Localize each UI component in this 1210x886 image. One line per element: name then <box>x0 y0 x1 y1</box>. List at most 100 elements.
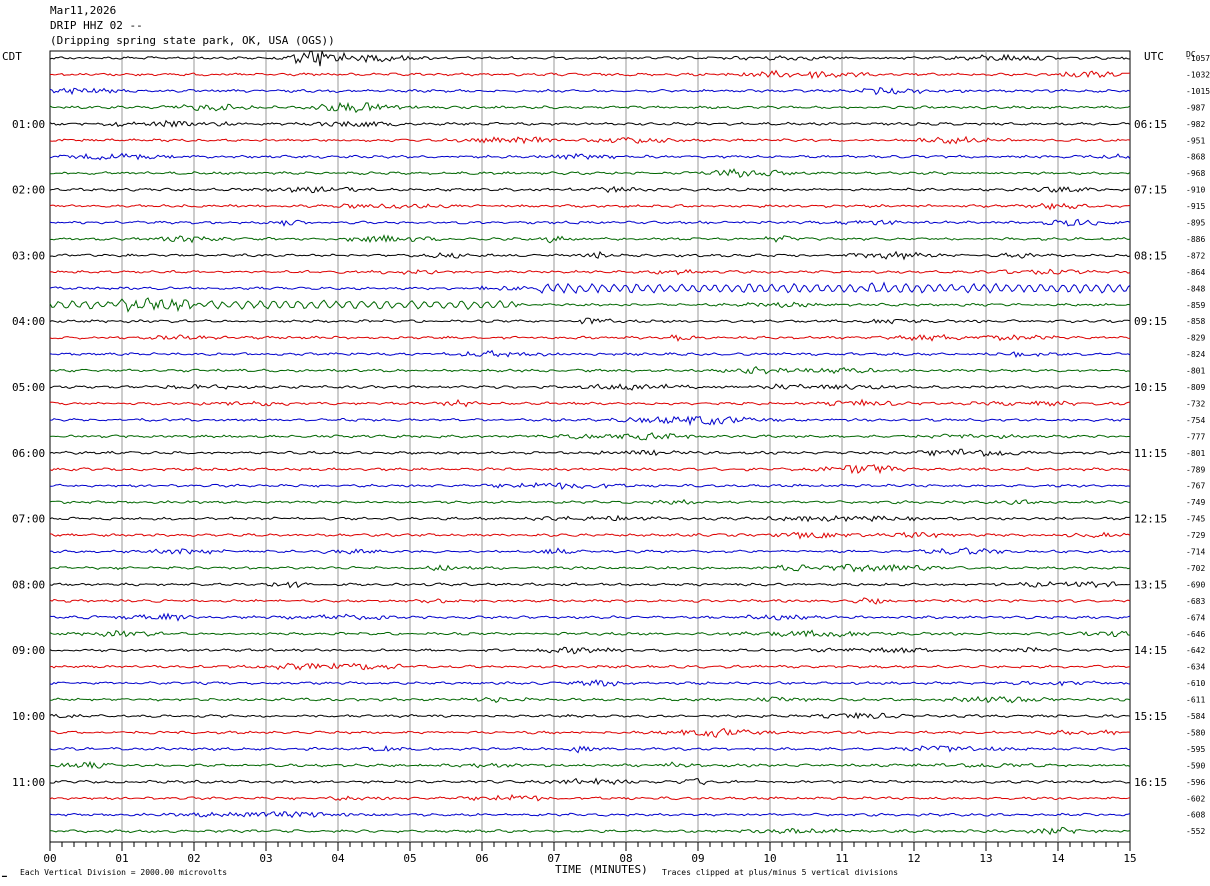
trace-line <box>50 384 1130 390</box>
trace-line <box>50 614 1130 621</box>
x-tick-label: 14 <box>1051 852 1065 865</box>
dc-offset-label: -910 <box>1186 186 1205 195</box>
trace-line <box>50 88 1130 95</box>
dc-offset-label: -767 <box>1186 482 1205 491</box>
clip-note: Traces clipped at plus/minus 5 vertical … <box>662 868 898 877</box>
dc-offset-label: -642 <box>1186 646 1205 655</box>
dc-offset-label: -732 <box>1186 399 1205 408</box>
trace-line <box>50 318 1130 324</box>
trace-line <box>50 663 1130 669</box>
dc-offset-label: -729 <box>1186 531 1205 540</box>
left-hour-label: 10:00 <box>12 710 45 723</box>
trace-line <box>50 465 1130 473</box>
right-hour-label: 09:15 <box>1134 315 1167 328</box>
dc-offset-label: -987 <box>1186 103 1205 112</box>
trace-line <box>50 219 1130 225</box>
x-tick-label: 02 <box>187 852 200 865</box>
x-tick-label: 04 <box>331 852 345 865</box>
left-hour-label: 02:00 <box>12 184 45 197</box>
dc-offset-label: -745 <box>1186 515 1205 524</box>
trace-line <box>50 713 1130 718</box>
trace-line <box>50 433 1130 440</box>
dc-offset-label: -982 <box>1186 120 1205 129</box>
trace-line <box>50 71 1130 78</box>
dc-offset-label: -646 <box>1186 630 1205 639</box>
trace-line <box>50 367 1130 374</box>
x-tick-label: 15 <box>1123 852 1136 865</box>
trace-line <box>50 137 1130 144</box>
x-tick-label: 06 <box>475 852 488 865</box>
dc-offset-label: -915 <box>1186 202 1205 211</box>
x-tick-label: 01 <box>115 852 128 865</box>
dc-offset-label: -789 <box>1186 465 1205 474</box>
dc-offset-label: -864 <box>1186 268 1205 277</box>
trace-line <box>50 252 1130 259</box>
dc-offset-label: -801 <box>1186 367 1205 376</box>
plot-frame <box>50 51 1130 842</box>
trace-line <box>50 795 1130 801</box>
dc-offset-label: -968 <box>1186 169 1205 178</box>
left-hour-label: 07:00 <box>12 513 45 526</box>
dc-offset-label: -1032 <box>1186 70 1210 79</box>
trace-line <box>50 582 1130 588</box>
trace-line <box>50 236 1130 243</box>
right-hour-label: 16:15 <box>1134 776 1167 789</box>
dc-offset-label: -848 <box>1186 284 1205 293</box>
trace-line <box>50 169 1130 177</box>
x-tick-label: 05 <box>403 852 416 865</box>
left-hour-label: 06:00 <box>12 447 45 460</box>
x-tick-label: 09 <box>691 852 704 865</box>
dc-offset-label: -610 <box>1186 679 1205 688</box>
dc-offset-label: -801 <box>1186 449 1205 458</box>
trace-line <box>50 283 1130 293</box>
dc-offset-label: -895 <box>1186 219 1205 228</box>
dc-offset-label: -858 <box>1186 317 1205 326</box>
trace-line <box>50 400 1130 407</box>
right-hour-label: 12:15 <box>1134 513 1167 526</box>
trace-line <box>50 697 1130 703</box>
dc-offset-label: -749 <box>1186 498 1205 507</box>
right-hour-label: 07:15 <box>1134 184 1167 197</box>
x-tick-label: 10 <box>763 852 776 865</box>
right-hour-label: 10:15 <box>1134 381 1167 394</box>
trace-line <box>50 564 1130 571</box>
x-axis-label: TIME (MINUTES) <box>555 863 648 876</box>
dc-offset-label: -602 <box>1186 794 1205 803</box>
left-hour-label: 04:00 <box>12 315 45 328</box>
trace-line <box>50 351 1130 357</box>
dc-offset-label: -690 <box>1186 580 1205 589</box>
trace-line <box>50 204 1130 210</box>
dc-offset-label: -702 <box>1186 564 1205 573</box>
left-hour-label: 05:00 <box>12 381 45 394</box>
left-hour-label: 03:00 <box>12 249 45 262</box>
dc-offset-label: -674 <box>1186 613 1205 622</box>
trace-line <box>50 121 1130 127</box>
dc-offset-label: -809 <box>1186 383 1205 392</box>
trace-line <box>50 680 1130 686</box>
trace-line <box>50 298 1130 311</box>
right-hour-label: 08:15 <box>1134 249 1167 262</box>
dc-offset-label: -777 <box>1186 432 1205 441</box>
dc-offset-label: -552 <box>1186 827 1205 836</box>
trace-line <box>50 154 1130 160</box>
left-hour-label: 09:00 <box>12 644 45 657</box>
trace-line <box>50 762 1130 768</box>
dc-offset-label: -584 <box>1186 712 1205 721</box>
trace-line <box>50 729 1130 738</box>
trace-line <box>50 516 1130 521</box>
trace-line <box>50 269 1130 274</box>
dc-offset-label: -608 <box>1186 811 1205 820</box>
right-hour-label: 06:15 <box>1134 118 1167 131</box>
right-hour-label: 13:15 <box>1134 578 1167 591</box>
dc-offset-label: -611 <box>1186 696 1205 705</box>
x-tick-label: 03 <box>259 852 272 865</box>
dc-offset-label: -859 <box>1186 301 1205 310</box>
trace-line <box>50 746 1130 753</box>
right-hour-label: 14:15 <box>1134 644 1167 657</box>
dc-offset-label: -951 <box>1186 136 1205 145</box>
dc-offset-label: -754 <box>1186 416 1205 425</box>
dc-offset-label: -886 <box>1186 235 1205 244</box>
footer-mark: ▁ <box>2 868 7 877</box>
x-tick-label: 12 <box>907 852 920 865</box>
